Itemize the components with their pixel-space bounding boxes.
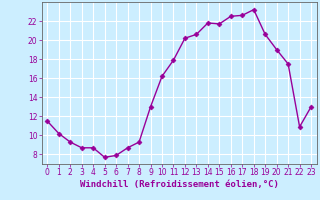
X-axis label: Windchill (Refroidissement éolien,°C): Windchill (Refroidissement éolien,°C) [80, 180, 279, 189]
